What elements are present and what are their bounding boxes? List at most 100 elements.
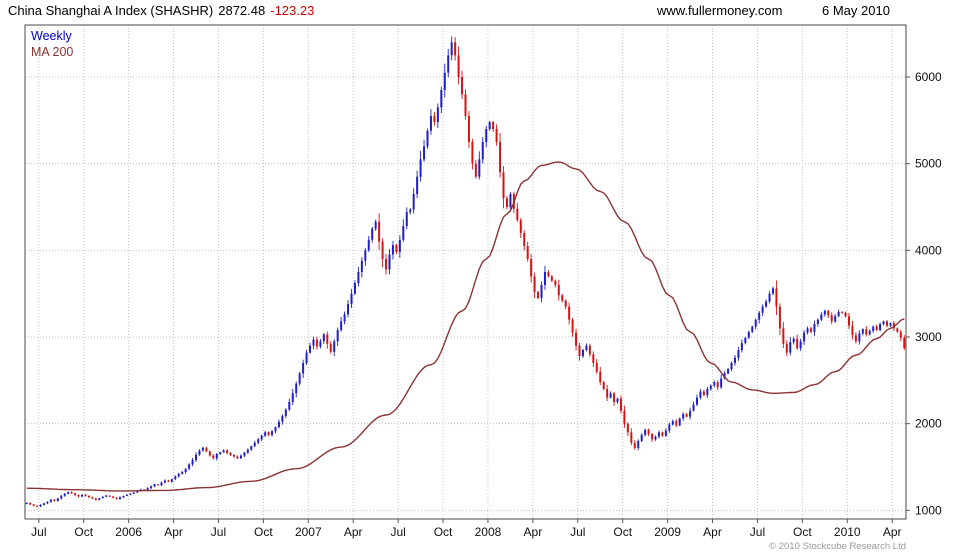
candle-body <box>170 479 173 482</box>
candle-body <box>416 176 419 194</box>
candle-body <box>488 122 491 129</box>
candle-body <box>295 383 298 394</box>
candle-body <box>778 306 781 329</box>
candle-body <box>277 421 280 428</box>
candle-body <box>471 142 474 164</box>
candle-body <box>751 326 754 332</box>
x-axis-label: Jul <box>570 525 585 539</box>
x-axis-label: Apr <box>703 525 722 539</box>
candle-body <box>81 494 84 497</box>
candle-body <box>264 432 267 436</box>
candle-body <box>326 334 329 344</box>
candle-body <box>481 142 484 160</box>
candle-body <box>174 476 177 480</box>
candle-body <box>502 172 505 199</box>
candle-body <box>305 352 308 363</box>
candle-body <box>105 495 108 497</box>
candle-body <box>640 434 643 441</box>
candle-body <box>692 404 695 411</box>
candle-body <box>768 293 771 302</box>
candle-body <box>188 464 191 469</box>
candle-body <box>347 304 350 315</box>
x-axis-label: Oct <box>74 525 93 539</box>
candle-body <box>360 260 363 272</box>
x-axis-label: Jul <box>31 525 46 539</box>
candle-body <box>892 323 895 329</box>
price-change: -123.23 <box>270 3 315 18</box>
candle-body <box>537 291 540 298</box>
candle-body <box>309 345 312 353</box>
x-axis-label: Jul <box>750 525 765 539</box>
candle-body <box>236 456 239 459</box>
candle-body <box>526 246 529 259</box>
candle-body <box>36 505 39 507</box>
candle-body <box>571 319 574 333</box>
candle-body <box>540 285 543 298</box>
candle-body <box>53 499 56 501</box>
candle-body <box>775 288 778 307</box>
candle-body <box>239 455 242 459</box>
candle-body <box>367 239 370 251</box>
candle-body <box>578 345 581 357</box>
candle-body <box>260 435 263 440</box>
candle-body <box>32 504 35 506</box>
candle-body <box>847 316 850 326</box>
candle-body <box>550 276 553 281</box>
candle-body <box>737 350 740 358</box>
legend-weekly: Weekly <box>31 29 72 43</box>
candle-body <box>499 142 502 173</box>
candle-body <box>765 301 768 307</box>
candle-body <box>454 42 457 56</box>
candle-body <box>70 492 73 494</box>
candle-body <box>212 455 215 459</box>
candle-body <box>87 495 90 498</box>
x-axis-label: 2009 <box>654 525 681 539</box>
candle-body <box>157 484 160 486</box>
candle-body <box>250 446 253 450</box>
candle-body <box>716 382 719 388</box>
candle-body <box>381 241 384 259</box>
candle-body <box>564 300 567 307</box>
candle-body <box>671 421 674 425</box>
candle-body <box>588 345 591 355</box>
candle-body <box>882 321 885 324</box>
candle-body <box>388 254 391 270</box>
candle-body <box>830 315 833 322</box>
candle-body <box>813 324 816 332</box>
candle-body <box>274 427 277 432</box>
candle-body <box>837 311 840 317</box>
candle-body <box>516 208 519 220</box>
candle-body <box>602 382 605 389</box>
candle-body <box>865 329 868 335</box>
candle-body <box>702 391 705 396</box>
candle-body <box>302 363 305 374</box>
candle-body <box>371 228 374 240</box>
candle-body <box>353 283 356 294</box>
candle-body <box>695 397 698 405</box>
candle-body <box>222 450 225 453</box>
candle-body <box>205 447 208 452</box>
candle-body <box>896 328 899 332</box>
x-axis-label: Apr <box>883 525 902 539</box>
candle-body <box>319 341 322 347</box>
candle-body <box>720 378 723 388</box>
candle-body <box>63 493 66 496</box>
candle-body <box>744 337 747 344</box>
legend-ma-200: MA 200 <box>31 45 74 59</box>
candle-body <box>440 90 443 108</box>
candle-body <box>98 498 101 500</box>
candle-body <box>581 350 584 357</box>
candle-body <box>585 345 588 350</box>
candle-body <box>467 116 470 142</box>
candle-body <box>298 373 301 384</box>
candle-body <box>461 77 464 95</box>
candle-body <box>315 339 318 347</box>
candle-body <box>633 442 636 448</box>
candle-body <box>412 194 415 210</box>
candle-body <box>647 429 650 435</box>
candle-body <box>74 493 77 496</box>
candle-body <box>29 502 32 505</box>
candle-body <box>60 495 63 499</box>
candle-body <box>464 94 467 116</box>
candle-body <box>343 314 346 322</box>
